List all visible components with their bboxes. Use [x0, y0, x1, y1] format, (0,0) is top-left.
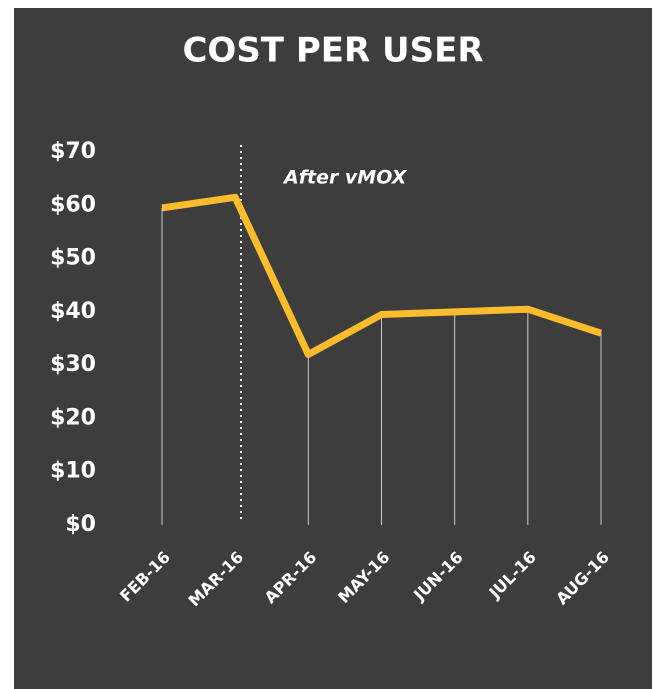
- y-tick-label: $0: [65, 512, 96, 537]
- y-tick-label: $30: [50, 352, 96, 377]
- y-tick-label: $40: [50, 299, 96, 324]
- background: [14, 8, 652, 689]
- y-tick-label: $50: [50, 246, 96, 271]
- annotation: After vMOX: [282, 167, 408, 189]
- y-tick-label: $70: [50, 139, 96, 164]
- series-line: [161, 193, 603, 358]
- y-tick-label: $20: [50, 405, 96, 430]
- y-tick-label: $10: [50, 459, 96, 484]
- chart-title: COST PER USER: [182, 31, 483, 71]
- y-tick-label: $60: [50, 192, 96, 217]
